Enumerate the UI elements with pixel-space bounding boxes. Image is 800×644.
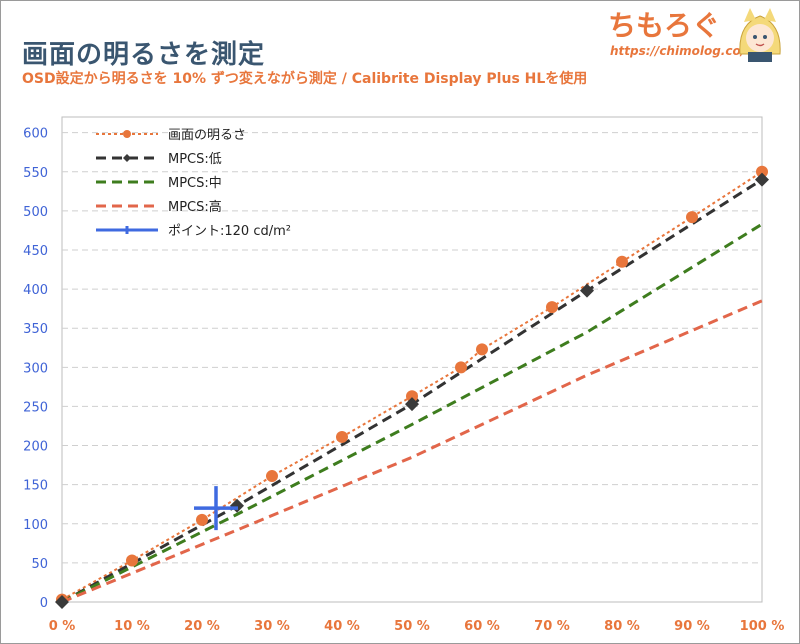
series-0-point [756,165,768,178]
y-tick-label: 300 [23,361,48,376]
series-line-0 [61,170,763,601]
series-1-point [405,397,419,412]
y-tick-label: 600 [23,127,48,142]
x-tick-label: 70 % [534,619,570,634]
legend-label: MPCS:中 [168,176,222,191]
series-0-point [686,211,698,224]
legend-label: ポイント:120 cd/m² [168,224,291,239]
plot-area-border [61,116,763,603]
x-tick-label: 50 % [394,619,430,634]
x-tick-label: 10 % [114,619,150,634]
series-0-point [546,301,558,314]
series-1-point [55,595,69,609]
y-tick-label: 500 [23,205,48,220]
x-tick-label: 30 % [254,619,290,634]
y-tick-label: 450 [23,244,48,259]
series-0-point [266,470,278,483]
series-0-point [196,513,208,526]
y-tick-label: 0 [40,596,48,611]
chart-subtitle: OSD設定から明るさを 10% ずつ変えながら測定 / Calibrite Di… [22,71,588,87]
series-1-point [580,283,594,298]
series-line-2 [61,222,763,604]
legend-label: MPCS:高 [168,199,222,215]
x-tick-label: 90 % [674,619,710,634]
axis-ticks: 0 50 100 150 200 250 300 350 400 450 500 550 600 0 % 1… [23,127,784,634]
series-1-point [230,498,244,513]
x-tick-label: 40 % [324,619,360,634]
series-1-point [755,172,769,187]
series-0-point [336,430,348,443]
series-0-point [126,554,138,567]
series-0-point [406,390,418,403]
y-tick-label: 150 [23,479,48,494]
y-tick-label: 200 [23,440,48,455]
y-tick-label: 350 [23,322,48,337]
y-tick-label: 400 [23,283,48,298]
legend-label: MPCS:低 [168,152,222,167]
x-tick-label: 80 % [604,619,640,634]
series-0-point [476,343,488,356]
series-0-point [616,255,628,268]
y-tick-label: 250 [23,400,48,415]
legend-marker [123,130,131,138]
series-line-3 [61,299,763,604]
brand-logo-text: ちもろぐ [608,9,721,42]
x-tick-label: 100 % [740,619,785,634]
x-tick-label: 60 % [464,619,500,634]
mascot-icon [739,8,781,62]
y-tick-label: 100 [23,518,48,533]
y-tick-label: 50 [31,557,48,572]
series-group [55,165,769,609]
series-4-point [194,486,238,531]
chart-title: 画面の明るさを測定 [22,40,266,70]
series-0-point [455,361,467,374]
y-tick-label: 550 [23,166,48,181]
brand-url[interactable]: https://chimolog.co/ [610,44,746,58]
x-tick-label: 0 % [49,619,76,634]
grid-lines [62,132,762,564]
x-tick-label: 20 % [184,619,220,634]
legend-label: 画面の明るさ [168,128,246,143]
legend-marker [123,154,131,162]
